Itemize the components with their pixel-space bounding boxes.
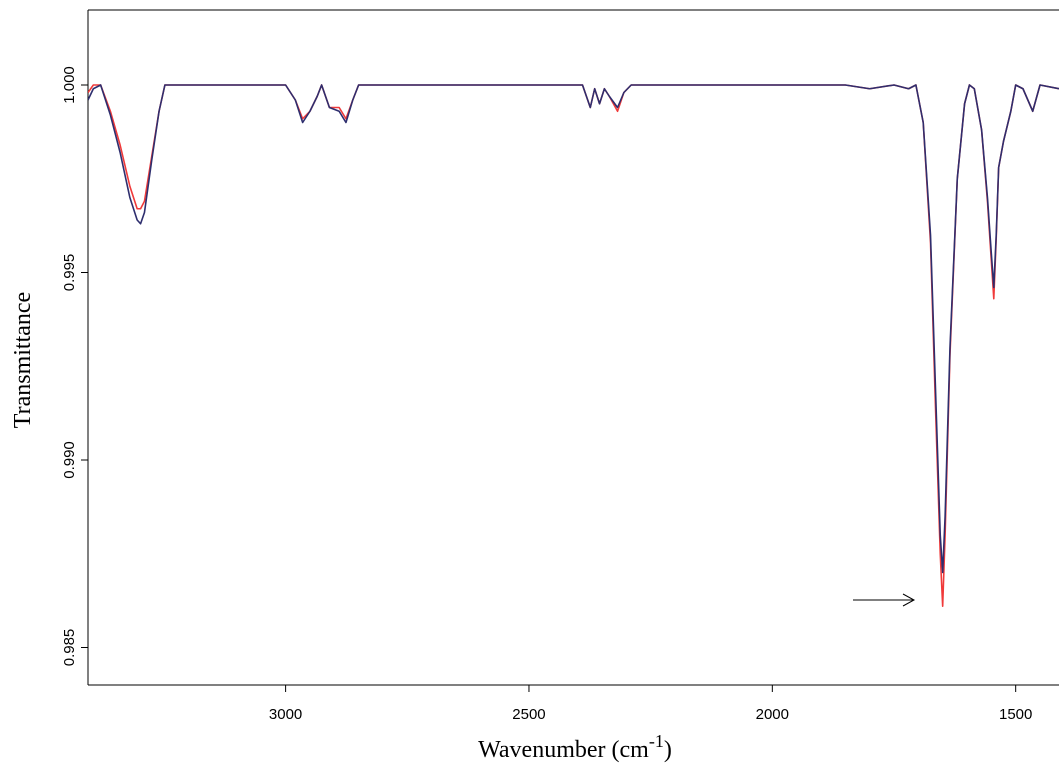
y-tick-label: 0.990: [61, 441, 78, 479]
arrow-head: [902, 593, 916, 607]
x-tick-label: 1500: [999, 706, 1032, 723]
spectrum-line: [88, 84, 1059, 574]
annotation-arrow: [853, 593, 916, 607]
x-tick-label: 3000: [269, 706, 302, 723]
x-axis-title: Wavenumber (cm-1): [478, 731, 672, 763]
y-axis-title: Transmittance: [10, 292, 36, 428]
y-tick-label: 1.000: [61, 66, 78, 104]
axes: [87, 9, 1059, 686]
spectrum-line: [88, 84, 1059, 608]
x-axis-title-end: ): [664, 737, 672, 763]
y-tick-label: 0.995: [61, 254, 78, 292]
y-tick-label: 0.985: [61, 629, 78, 667]
x-axis-title-main: Wavenumber (cm: [478, 737, 649, 763]
x-tick-label: 2500: [512, 706, 545, 723]
x-axis-title-sup: -1: [649, 731, 664, 751]
x-tick-label: 2000: [756, 706, 789, 723]
